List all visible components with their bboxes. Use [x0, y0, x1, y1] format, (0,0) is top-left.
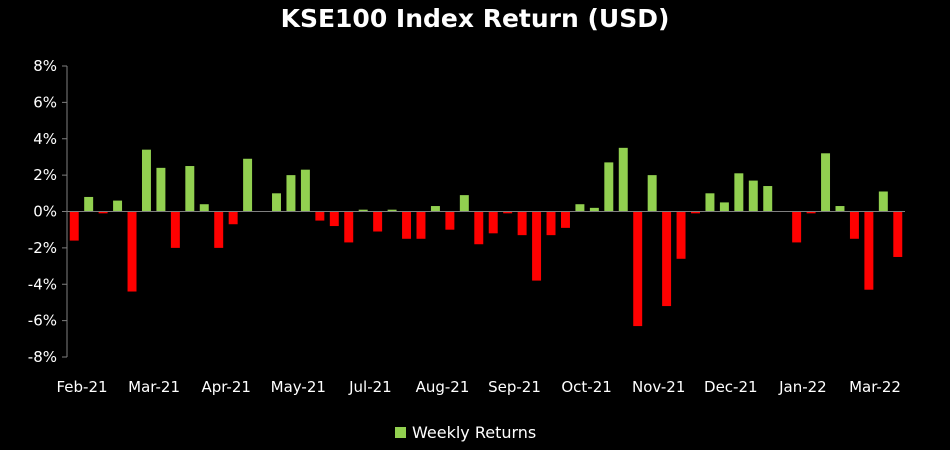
- y-tick-label: -6%: [28, 312, 57, 330]
- bar: [459, 195, 469, 212]
- bar: [430, 206, 440, 212]
- y-tick-label: -2%: [28, 239, 57, 257]
- bar: [272, 193, 281, 212]
- bar: [662, 211, 672, 307]
- bar: [849, 211, 859, 239]
- bar: [864, 211, 874, 290]
- bar: [560, 211, 570, 228]
- x-tick-label: Jan-22: [778, 378, 827, 396]
- bar: [633, 211, 643, 327]
- bar: [373, 211, 383, 232]
- bar: [763, 186, 773, 212]
- bar: [214, 211, 224, 248]
- legend-swatch: [395, 427, 406, 438]
- bar: [546, 211, 556, 236]
- bar: [315, 211, 325, 221]
- x-tick-label: Dec-21: [704, 378, 758, 396]
- bar: [228, 211, 238, 225]
- bar: [387, 209, 397, 212]
- bar: [835, 206, 845, 212]
- bar: [503, 211, 513, 214]
- bar: [156, 167, 166, 212]
- bar: [647, 175, 657, 212]
- bar: [589, 207, 599, 212]
- x-tick-label: Jul-21: [348, 378, 392, 396]
- bar: [113, 200, 123, 212]
- bar: [416, 211, 426, 239]
- bar: [358, 209, 368, 212]
- bar: [488, 211, 498, 234]
- bar: [141, 149, 151, 212]
- bar: [792, 211, 802, 243]
- bar: [575, 204, 585, 212]
- bar: [676, 211, 686, 259]
- legend-label: Weekly Returns: [412, 423, 537, 442]
- bar: [402, 211, 412, 239]
- y-tick-label: -8%: [28, 348, 57, 366]
- x-tick-label: Sep-21: [488, 378, 541, 396]
- bar: [532, 211, 542, 281]
- bar: [185, 166, 195, 212]
- bar: [127, 211, 137, 292]
- bar: [329, 211, 339, 227]
- x-tick-label: May-21: [271, 378, 326, 396]
- bar: [893, 211, 903, 257]
- bar: [821, 153, 831, 212]
- y-tick-label: 6%: [33, 93, 57, 111]
- x-tick-label: Nov-21: [632, 378, 685, 396]
- y-tick-label: 0%: [33, 203, 57, 221]
- y-tick-label: 4%: [33, 130, 57, 148]
- y-tick-label: 2%: [33, 166, 57, 184]
- chart-title: KSE100 Index Return (USD): [280, 4, 670, 33]
- x-tick-label: Mar-21: [128, 378, 180, 396]
- bar: [344, 211, 354, 243]
- bar: [69, 211, 79, 241]
- bar: [445, 211, 455, 230]
- bar: [604, 162, 614, 212]
- bar: [748, 180, 758, 212]
- bar: [734, 173, 744, 212]
- legend: Weekly Returns: [395, 423, 536, 442]
- bar: [878, 191, 888, 212]
- x-tick-label: Mar-22: [849, 378, 901, 396]
- bar: [199, 204, 209, 212]
- y-tick-label: 8%: [33, 57, 57, 75]
- bar: [98, 211, 108, 214]
- bar: [618, 147, 628, 212]
- bar: [286, 175, 296, 212]
- x-tick-label: Apr-21: [201, 378, 251, 396]
- bar: [243, 158, 253, 212]
- plot-area: 8% 6% 4% 2% 0% -2% -4% -6% -8% Feb-21 Mar-21 Apr-21…: [28, 57, 905, 396]
- bar: [300, 169, 310, 212]
- x-tick-label: Aug-21: [416, 378, 470, 396]
- bar: [719, 202, 729, 212]
- bar: [170, 211, 180, 248]
- bar: [806, 211, 816, 214]
- bar: [705, 193, 715, 212]
- bar: [691, 211, 700, 214]
- x-tick-label: Feb-21: [56, 378, 107, 396]
- bar: [474, 211, 484, 245]
- y-tick-label: -4%: [28, 275, 57, 293]
- x-tick-label: Oct-21: [561, 378, 611, 396]
- bar: [517, 211, 527, 236]
- bar: [84, 196, 94, 212]
